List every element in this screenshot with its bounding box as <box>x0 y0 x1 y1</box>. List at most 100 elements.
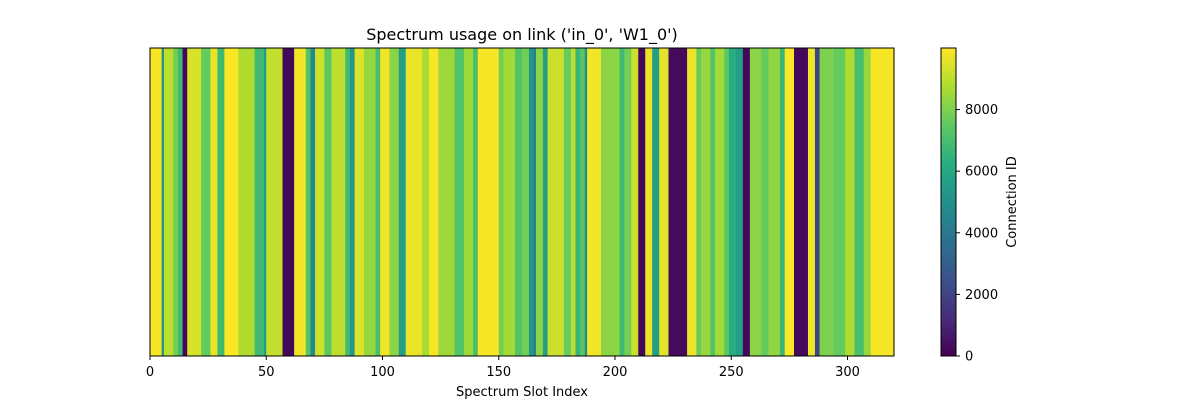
spectrum-strip <box>696 48 702 356</box>
spectrum-strip <box>645 48 653 356</box>
spectrum-strip <box>768 48 781 356</box>
colorbar-tick-label: 8000 <box>965 103 998 118</box>
spectrum-strip <box>761 48 770 356</box>
spectrum-strip <box>728 48 737 356</box>
x-tick-label: 100 <box>370 365 395 380</box>
spectrum-strip <box>363 48 377 356</box>
spectrum-strip <box>187 48 202 356</box>
spectrum-strip <box>870 48 895 356</box>
spectrum-strip <box>659 48 670 356</box>
spectrum-strip <box>714 48 725 356</box>
spectrum-strip <box>547 48 565 356</box>
spectrum-strip <box>177 48 184 356</box>
spectrum-strip <box>429 48 439 356</box>
spectrum-strip <box>668 48 677 356</box>
spectrum-strip <box>405 48 423 356</box>
x-tick-label: 0 <box>146 365 154 380</box>
spectrum-strip <box>638 48 646 356</box>
spectrum-strip <box>687 48 697 356</box>
x-tick-label: 50 <box>258 365 275 380</box>
spectrum-strip <box>163 48 174 356</box>
spectrum-strip <box>854 48 865 356</box>
spectrum-strip <box>833 48 846 356</box>
spectrum-strip <box>701 48 711 356</box>
spectrum-strip <box>463 48 474 356</box>
spectrum-strip <box>217 48 225 356</box>
spectrum-strip <box>794 48 809 356</box>
colorbar-tick-label: 4000 <box>965 226 998 241</box>
spectrum-strip <box>210 48 219 356</box>
spectrum-strip <box>266 48 284 356</box>
spectrum-strip <box>238 48 256 356</box>
spectrum-strip <box>542 48 549 356</box>
spectrum-strip <box>310 48 316 356</box>
spectrum-strip <box>619 48 625 356</box>
spectrum-strip <box>814 48 821 356</box>
x-tick-label: 200 <box>603 365 628 380</box>
spectrum-strip <box>652 48 660 356</box>
colorbar-tick-label: 2000 <box>965 288 998 303</box>
spectrum-strip <box>807 48 816 356</box>
x-tick-label: 150 <box>486 365 511 380</box>
colorbar <box>940 47 957 357</box>
spectrum-strip <box>535 48 544 356</box>
spectrum-strip <box>742 48 751 356</box>
spectrum-strip <box>422 48 430 356</box>
spectrum-strip <box>150 48 163 356</box>
spectrum-strip <box>587 48 602 356</box>
spectrum-strip <box>375 48 381 356</box>
spectrum-strip <box>522 48 530 356</box>
spectrum-strip <box>601 48 621 356</box>
spectrum-strip <box>331 48 346 356</box>
spectrum-strip <box>201 48 212 356</box>
x-axis-label: Spectrum Slot Index <box>456 385 588 400</box>
spectrum-strip <box>182 48 188 356</box>
spectrum-strip <box>570 48 577 356</box>
spectrum-strip <box>349 48 356 356</box>
heatmap-strips <box>150 48 895 356</box>
spectrum-strip <box>631 48 639 356</box>
spectrum-strip <box>498 48 504 356</box>
spectrum-strip <box>324 48 332 356</box>
spectrum-strip <box>305 48 312 356</box>
spectrum-strip <box>575 48 581 356</box>
spectrum-strip <box>389 48 400 356</box>
colorbar-tick-label: 0 <box>965 350 973 365</box>
spectrum-strip <box>780 48 786 356</box>
x-axis: 0 50 100 150 200 250 300 <box>146 356 860 380</box>
spectrum-strip <box>173 48 179 356</box>
spectrum-strip <box>845 48 856 356</box>
spectrum-strip <box>161 48 165 356</box>
spectrum-strip <box>784 48 795 356</box>
spectrum-strip <box>533 48 537 356</box>
spectrum-strip <box>528 48 535 356</box>
colorbar-axis: 0 2000 4000 6000 8000 <box>956 103 998 365</box>
spectrum-strip <box>580 48 586 356</box>
spectrum-strip <box>254 48 265 356</box>
x-tick-label: 300 <box>835 365 860 380</box>
chart-title: Spectrum usage on link ('in_0', 'W1_0') <box>366 25 678 45</box>
spectrum-strip <box>563 48 572 356</box>
spectrum-strip <box>584 48 588 356</box>
spectrum-strip <box>473 48 479 356</box>
spectrum-strip <box>863 48 872 356</box>
spectrum-strip <box>282 48 295 356</box>
spectrum-strip <box>454 48 465 356</box>
plot-frame <box>149 47 895 357</box>
spectrum-strip <box>819 48 835 356</box>
spectrum-strip <box>724 48 730 356</box>
spectrum-strip <box>224 48 239 356</box>
spectrum-strip <box>354 48 365 356</box>
colorbar-tick-label: 6000 <box>965 165 998 180</box>
spectrum-strip <box>477 48 500 356</box>
spectrum-strip <box>345 48 351 356</box>
colorbar-label: Connection ID <box>1005 156 1020 248</box>
x-tick-label: 250 <box>719 365 744 380</box>
spectrum-strip <box>380 48 391 356</box>
spectrum-strip <box>263 48 267 356</box>
spectrum-strip <box>710 48 716 356</box>
spectrum-strip <box>398 48 407 356</box>
spectrum-strip <box>749 48 763 356</box>
